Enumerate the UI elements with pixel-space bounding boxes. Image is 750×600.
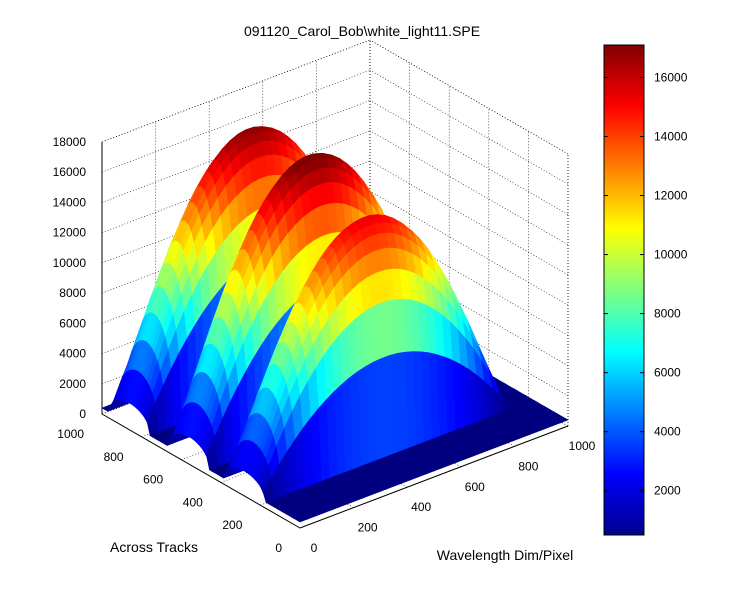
x-tick-label: 800 xyxy=(518,459,538,473)
surface xyxy=(101,126,569,523)
y-tick-label: 600 xyxy=(143,473,163,487)
z-tick-label: 12000 xyxy=(53,226,87,240)
colorbar-tick-label: 2000 xyxy=(654,484,681,498)
colorbar-tick-label: 4000 xyxy=(654,425,681,439)
z-tick-label: 8000 xyxy=(59,286,86,300)
grid-line xyxy=(369,160,569,276)
colorbar-tick-label: 6000 xyxy=(654,366,681,380)
z-tick-label: 4000 xyxy=(59,347,86,361)
box-edge xyxy=(369,39,569,155)
grid-line xyxy=(369,130,569,245)
x-tick-label: 200 xyxy=(358,521,378,535)
z-tick-label: 16000 xyxy=(53,165,87,179)
z-tick-label: 14000 xyxy=(53,195,87,209)
axis-ticks: 0200040006000800010000120001400016000180… xyxy=(53,135,596,555)
box-edge xyxy=(101,39,371,143)
x-tick-label: 1000 xyxy=(569,439,596,453)
y-axis-label: Across Tracks xyxy=(110,539,198,555)
colorbar xyxy=(603,44,645,536)
grid-line xyxy=(369,251,569,366)
grid-line xyxy=(369,190,569,306)
x-tick-label: 0 xyxy=(311,541,318,555)
x-axis-line xyxy=(299,425,569,529)
colorbar-tick-label: 10000 xyxy=(654,248,688,262)
y-tick-label: 200 xyxy=(222,518,242,532)
y-tick-label: 1000 xyxy=(57,427,84,441)
x-tick-label: 600 xyxy=(465,480,485,494)
grid-line xyxy=(369,221,569,336)
grid-line xyxy=(369,100,569,215)
colorbar-tick-label: 12000 xyxy=(654,189,688,203)
colorbar-ticks: 2000 4000 6000 8000 10000 12000 14000 16000 xyxy=(604,70,688,498)
y-tick-label: 0 xyxy=(275,541,282,555)
surface-patch xyxy=(296,516,309,523)
chart-title: 091120_Carol_Bob\white_light11.SPE xyxy=(244,23,480,39)
y-axis-line xyxy=(101,413,301,529)
x-axis-label: Wavelength Dim/Pixel xyxy=(437,547,573,563)
colorbar-tick-label: 14000 xyxy=(654,130,688,144)
x-tick-label: 400 xyxy=(411,500,431,514)
z-tick-label: 6000 xyxy=(59,316,86,330)
grid-line xyxy=(369,69,569,185)
colorbar-tick-label: 16000 xyxy=(654,70,688,84)
z-tick-label: 18000 xyxy=(53,135,87,149)
z-tick-label: 2000 xyxy=(59,377,86,391)
y-tick-label: 400 xyxy=(183,495,203,509)
z-tick-label: 0 xyxy=(79,407,86,421)
colorbar-tick-label: 8000 xyxy=(654,307,681,321)
z-tick-label: 10000 xyxy=(53,256,87,270)
y-tick-label: 800 xyxy=(104,450,124,464)
